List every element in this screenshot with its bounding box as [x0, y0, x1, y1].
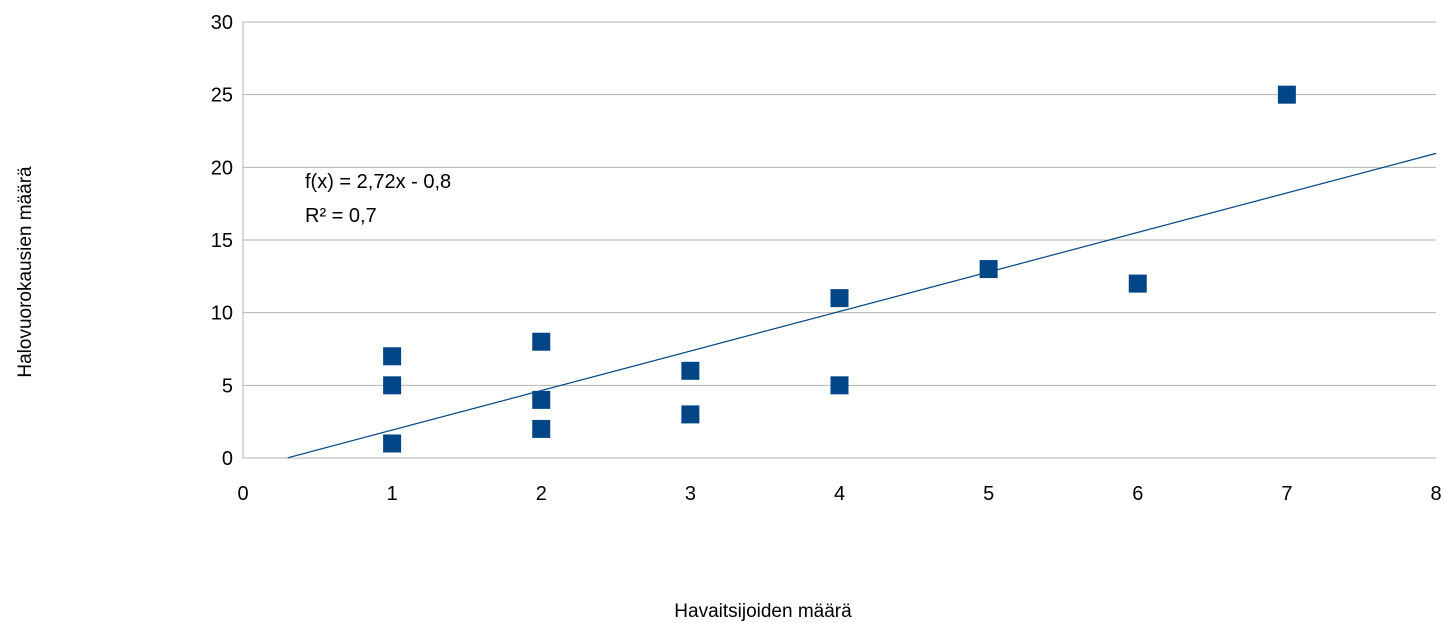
y-tick-label: 25 — [211, 85, 233, 107]
y-tick-label: 15 — [211, 230, 233, 252]
data-point — [383, 347, 402, 366]
data-point — [830, 376, 849, 395]
y-tick-label: 10 — [211, 303, 233, 325]
y-tick-labels: 0 5 10 15 20 25 30 — [211, 12, 233, 470]
data-points — [383, 85, 1296, 453]
data-point — [681, 405, 700, 424]
x-tick-label: 7 — [1281, 483, 1292, 505]
data-point — [383, 434, 402, 453]
data-point — [681, 361, 700, 380]
gridlines — [243, 21, 1436, 459]
x-tick-label: 8 — [1430, 483, 1441, 505]
x-tick-label: 3 — [685, 483, 696, 505]
x-axis-title: Havaitsijoiden määrä — [674, 601, 852, 622]
x-tick-label: 5 — [983, 483, 994, 505]
y-axis-title: Halovuorokausien määrä — [15, 166, 36, 378]
data-point — [532, 390, 551, 409]
data-point — [532, 332, 551, 351]
x-tick-label: 0 — [237, 483, 248, 505]
x-tick-label: 6 — [1132, 483, 1143, 505]
x-tick-label: 2 — [536, 483, 547, 505]
data-point — [532, 419, 551, 438]
x-tick-label: 1 — [387, 483, 398, 505]
data-point — [1128, 274, 1147, 293]
data-point — [830, 289, 849, 308]
x-tick-labels: 0 1 2 3 4 5 6 7 8 — [237, 483, 1441, 505]
y-tick-label: 30 — [211, 12, 233, 34]
y-tick-label: 0 — [222, 448, 233, 470]
data-point — [1277, 85, 1296, 104]
y-tick-label: 5 — [222, 375, 233, 397]
trendline — [287, 152, 1437, 459]
trendline-equation: f(x) = 2,72x - 0,8 — [305, 171, 451, 193]
data-point — [383, 376, 402, 395]
x-tick-label: 4 — [834, 483, 845, 505]
data-point — [979, 260, 998, 279]
y-tick-label: 20 — [211, 157, 233, 179]
r-squared-label: R² = 0,7 — [305, 205, 377, 227]
